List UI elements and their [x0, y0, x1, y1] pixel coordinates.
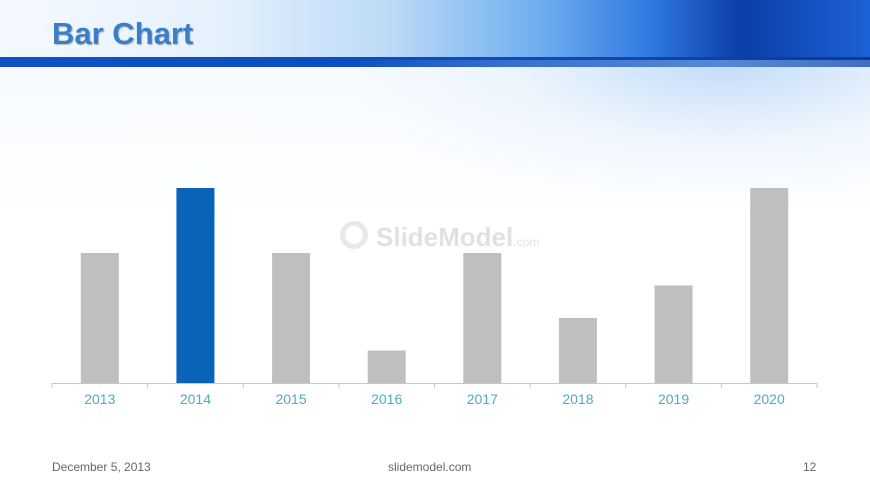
slide-title: Bar Chart [52, 16, 194, 51]
x-tick-label-2019: 2019 [658, 391, 689, 407]
watermark-suffix: .com [513, 235, 540, 249]
background-glow [360, 60, 870, 200]
bar-2017 [463, 253, 502, 383]
bar-2019 [654, 285, 693, 383]
header-banner [0, 0, 870, 62]
footer-date: December 5, 2013 [52, 460, 151, 474]
bar-2020 [750, 188, 789, 383]
bar-2018 [558, 318, 597, 383]
x-tick-label-2016: 2016 [371, 391, 402, 407]
x-tick-label-2018: 2018 [562, 391, 593, 407]
bar-2013 [80, 253, 119, 383]
watermark-text: SlideModel [376, 222, 514, 252]
bar-2014 [176, 188, 215, 383]
page-number: 12 [803, 460, 817, 474]
watermark-ring-icon [340, 221, 368, 249]
footer-site: slidemodel.com [388, 460, 472, 474]
x-tick-label-2013: 2013 [84, 391, 115, 407]
x-tick-label-2017: 2017 [467, 391, 498, 407]
bar-2015 [272, 253, 311, 383]
watermark-logo: SlideModel.com [340, 220, 540, 256]
x-tick-label-2020: 2020 [754, 391, 785, 407]
x-tick-label-2015: 2015 [275, 391, 306, 407]
bar-2016 [367, 350, 406, 383]
x-tick-label-2014: 2014 [180, 391, 211, 407]
